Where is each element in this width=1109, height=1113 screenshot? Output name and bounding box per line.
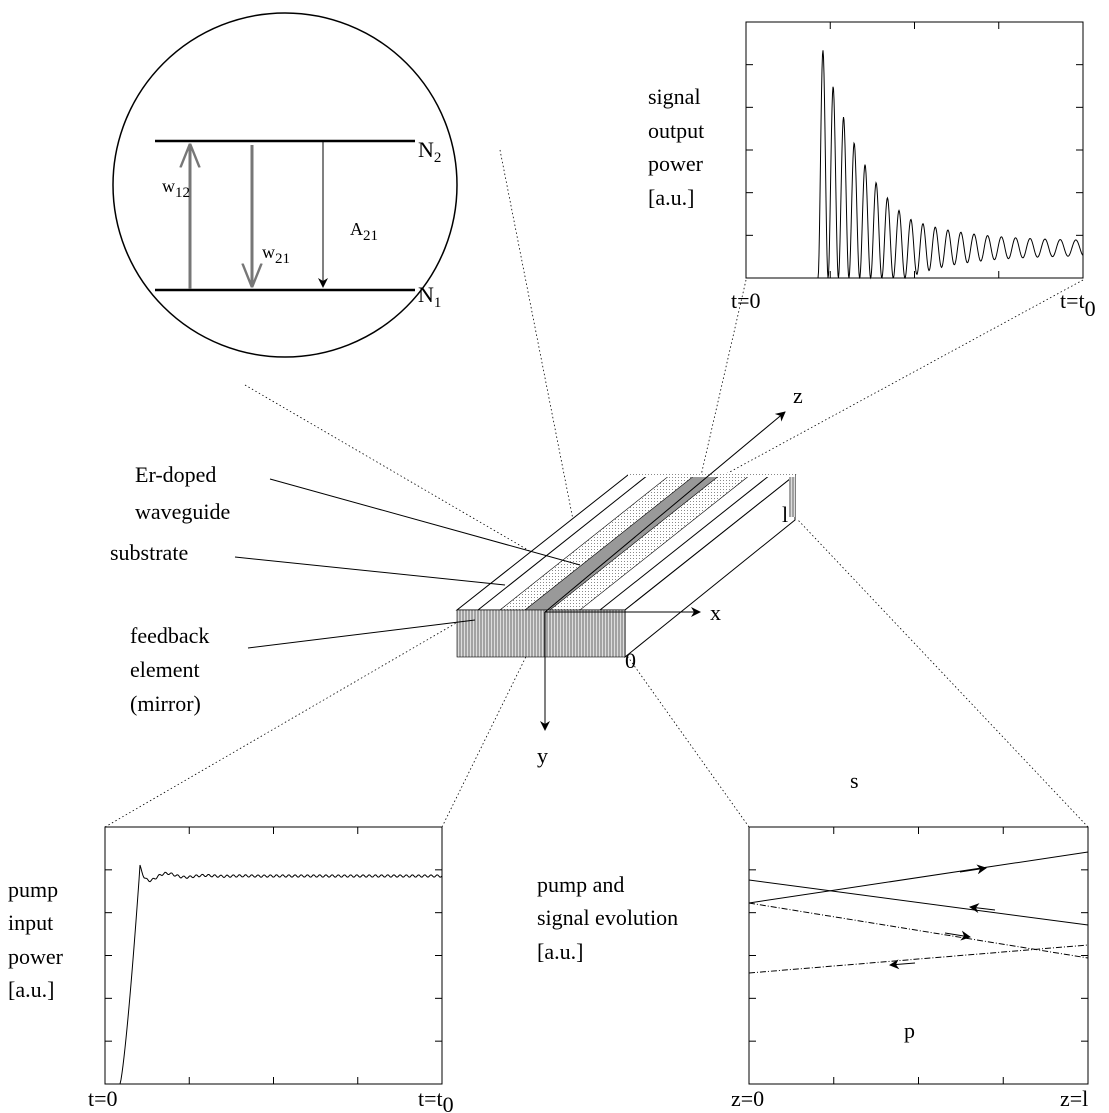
zoom-line <box>627 656 750 828</box>
axis-label: t=t0 <box>418 1086 454 1113</box>
plot-label: [a.u.] <box>537 939 583 964</box>
label: substrate <box>110 540 188 565</box>
ticks <box>746 22 1083 278</box>
level-label: N1 <box>418 282 441 311</box>
device: x y z l 0 Er-doped waveguide substrate f… <box>110 383 803 768</box>
label-sub: 12 <box>175 185 190 201</box>
plot-label: pump <box>8 877 58 902</box>
edge <box>599 474 771 611</box>
inset-circle <box>112 12 458 358</box>
plot-label: [a.u.] <box>8 977 54 1002</box>
plot-label: input <box>8 910 53 935</box>
axis-label: y <box>537 743 548 768</box>
label-main: N <box>418 137 434 162</box>
label: feedback <box>130 623 209 648</box>
plot-label: signal evolution <box>537 905 678 930</box>
axis-label: t=0 <box>731 288 761 313</box>
length-label: l <box>782 502 788 527</box>
label-main: A <box>350 219 363 239</box>
label: waveguide <box>135 499 230 524</box>
zoom-line <box>244 384 546 561</box>
curve-label: p <box>904 1018 915 1043</box>
plot-frame <box>745 21 1084 279</box>
mirror <box>456 609 626 658</box>
signal-backward <box>748 879 1089 926</box>
axis-label: z=l <box>1060 1086 1088 1111</box>
rate-label: w12 <box>162 176 190 201</box>
plot-label: [a.u.] <box>648 185 694 210</box>
energy-level-inset: N2 N1 w12 w21 A21 <box>112 12 458 358</box>
direction-arrow <box>959 864 987 875</box>
axis-label: t=0 <box>88 1086 118 1111</box>
label-sub: 21 <box>363 228 378 244</box>
axis-label: z=0 <box>731 1086 764 1111</box>
ticks <box>749 827 1088 1084</box>
pump-curve <box>119 864 443 1085</box>
end-face <box>628 473 795 477</box>
pump-forward <box>748 902 1089 959</box>
label-sub: 1 <box>434 295 442 311</box>
rate-label: w21 <box>262 242 290 267</box>
zoom-line <box>499 149 579 546</box>
leader <box>247 619 476 649</box>
label-main: N <box>418 282 434 307</box>
ticks <box>105 827 442 1084</box>
axis-label: z <box>793 383 803 408</box>
plot-label: power <box>648 151 704 176</box>
axis-arrow <box>544 411 786 613</box>
axis-label: x <box>710 600 721 625</box>
leader <box>234 556 506 586</box>
end-face <box>789 477 795 517</box>
rate-label: A21 <box>350 219 378 244</box>
direction-arrow <box>889 959 916 970</box>
origin-label: 0 <box>625 648 636 673</box>
plot-label: power <box>8 944 64 969</box>
label: element <box>130 657 200 682</box>
label-main: w <box>262 242 275 262</box>
level-label: N2 <box>418 137 441 166</box>
direction-arrow <box>944 930 971 941</box>
curve-label: s <box>850 768 859 793</box>
label-sub: 0 <box>1085 296 1096 321</box>
leader <box>269 478 581 566</box>
plot-label: signal <box>648 84 701 109</box>
plot-frame <box>104 826 443 1085</box>
plot-frame <box>748 826 1089 1085</box>
label-main: t=t <box>418 1086 443 1111</box>
label-sub: 2 <box>434 150 442 166</box>
evolution-plot: s p pump and signal evolution [a.u.] z=0… <box>537 768 1089 1111</box>
pump-backward <box>748 944 1089 974</box>
zoom-line <box>714 279 1084 481</box>
label-main: t=t <box>1060 288 1085 313</box>
zoom-line <box>797 519 1089 828</box>
signal-curve <box>746 50 1084 280</box>
label: (mirror) <box>130 691 201 716</box>
pump-plot: pump input power [a.u.] t=0 t=t0 <box>8 826 454 1113</box>
signal-plot: signal output power [a.u.] t=0 t=t0 <box>648 21 1096 321</box>
axis-label: t=t0 <box>1060 288 1096 321</box>
zoom-lines <box>104 149 1089 828</box>
label: Er-doped <box>135 462 216 487</box>
label-sub: 21 <box>275 251 290 267</box>
label-main: w <box>162 176 175 196</box>
direction-arrow <box>969 903 996 914</box>
plot-label: output <box>648 118 704 143</box>
plot-label: pump and <box>537 872 624 897</box>
signal-forward <box>748 851 1089 904</box>
edge <box>477 474 649 611</box>
label-sub: 0 <box>443 1092 454 1113</box>
